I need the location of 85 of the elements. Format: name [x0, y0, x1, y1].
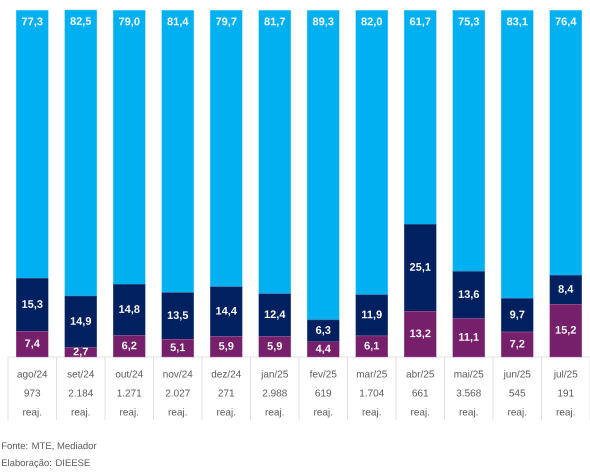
- x-tick-label: mar/25 1.704 reaj.: [356, 370, 387, 418]
- data-label: 5,9: [218, 342, 234, 352]
- bar: [306, 10, 340, 320]
- data-label: 13,5: [168, 311, 188, 321]
- data-label: 5,1: [170, 344, 186, 353]
- data-label: 61,7: [410, 18, 430, 27]
- data-label: 12,4: [264, 310, 286, 320]
- bar: [549, 10, 582, 276]
- bar: [112, 335, 146, 358]
- bar: [501, 332, 534, 358]
- data-label: 8,4: [558, 285, 574, 294]
- data-label: 89,3: [312, 18, 334, 27]
- bar: [16, 331, 49, 358]
- bar: [210, 336, 243, 358]
- data-label: 76,4: [556, 18, 576, 27]
- bar: [64, 10, 98, 296]
- bar: [161, 10, 194, 293]
- bar: [161, 292, 194, 340]
- data-label: 15,3: [22, 300, 43, 310]
- bar: [549, 274, 582, 305]
- bar: [501, 10, 534, 299]
- bar: [306, 341, 340, 358]
- data-label: 13,6: [458, 290, 480, 300]
- bar: [112, 284, 146, 336]
- data-label: 75,3: [458, 18, 480, 27]
- data-label: 6,2: [122, 342, 136, 351]
- x-tick-label: set/24 2.184 reaj.: [67, 370, 94, 418]
- bar: [258, 293, 292, 337]
- bar: [112, 10, 146, 284]
- bar: [16, 278, 49, 332]
- x-tick-label: fev/25 619 reaj.: [310, 370, 336, 418]
- data-label: 82,0: [361, 18, 382, 27]
- bar: [452, 271, 486, 319]
- data-label: 83,1: [506, 18, 528, 27]
- data-label: 13,2: [410, 329, 431, 339]
- bar: [210, 10, 243, 287]
- bar: [404, 10, 437, 224]
- data-label: 2,7: [73, 348, 88, 358]
- data-label: 7,2: [510, 340, 524, 350]
- x-tick-label: dez/24 271 reaj.: [212, 370, 241, 418]
- bar: [404, 310, 437, 358]
- data-label: 81,4: [167, 18, 188, 27]
- data-label: 14,9: [70, 317, 92, 327]
- data-label: 15,2: [556, 326, 576, 336]
- data-label: 5,9: [267, 342, 282, 352]
- data-label: 9,7: [510, 310, 524, 320]
- data-label: 11,9: [362, 310, 382, 320]
- bar: [161, 339, 194, 358]
- bar: [258, 336, 292, 358]
- bar: [210, 286, 243, 337]
- x-tick-label: abr/25 661 reaj.: [406, 370, 434, 418]
- x-tick-label: mai/25 3.568 reaj.: [454, 370, 484, 418]
- data-label: 6,3: [316, 326, 331, 336]
- bar: [452, 318, 486, 358]
- data-label: 7,4: [25, 340, 40, 349]
- bar: [452, 10, 486, 272]
- data-label: 14,4: [216, 306, 237, 316]
- bar: [355, 10, 388, 295]
- data-label: 79,0: [119, 18, 140, 27]
- x-tick-label: jan/25 2.988 reaj.: [260, 370, 288, 418]
- data-label: 14,8: [119, 305, 140, 315]
- data-label: 11,1: [459, 333, 479, 342]
- x-tick-label: jul/25 191 reaj.: [554, 370, 578, 418]
- data-label: 4,4: [316, 344, 331, 354]
- bar: [404, 224, 437, 312]
- bar: [355, 336, 388, 358]
- bar: [64, 296, 98, 348]
- data-label: 81,7: [264, 18, 285, 27]
- bar: [306, 320, 340, 342]
- text: Elaboração: DIEESE: [2, 459, 90, 468]
- bar: [355, 294, 388, 336]
- data-label: 25,1: [410, 263, 431, 272]
- source-note: Fonte: MTE, Mediador: [2, 442, 96, 450]
- bar: [501, 298, 534, 332]
- x-tick-label: jun/25 545 reaj.: [503, 370, 530, 418]
- bar: [258, 10, 292, 294]
- data-label: 77,3: [22, 18, 43, 27]
- data-label: 82,5: [70, 17, 92, 27]
- data-label: 79,7: [216, 18, 236, 27]
- data-label: 6,1: [364, 342, 380, 352]
- x-tick-label: out/24 1.271 reaj.: [116, 370, 143, 418]
- bar: [16, 10, 49, 279]
- bar: [549, 304, 582, 358]
- x-tick-label: nov/24 2.027 reaj.: [163, 370, 192, 418]
- x-tick-label: ago/24 973 reaj.: [17, 370, 48, 418]
